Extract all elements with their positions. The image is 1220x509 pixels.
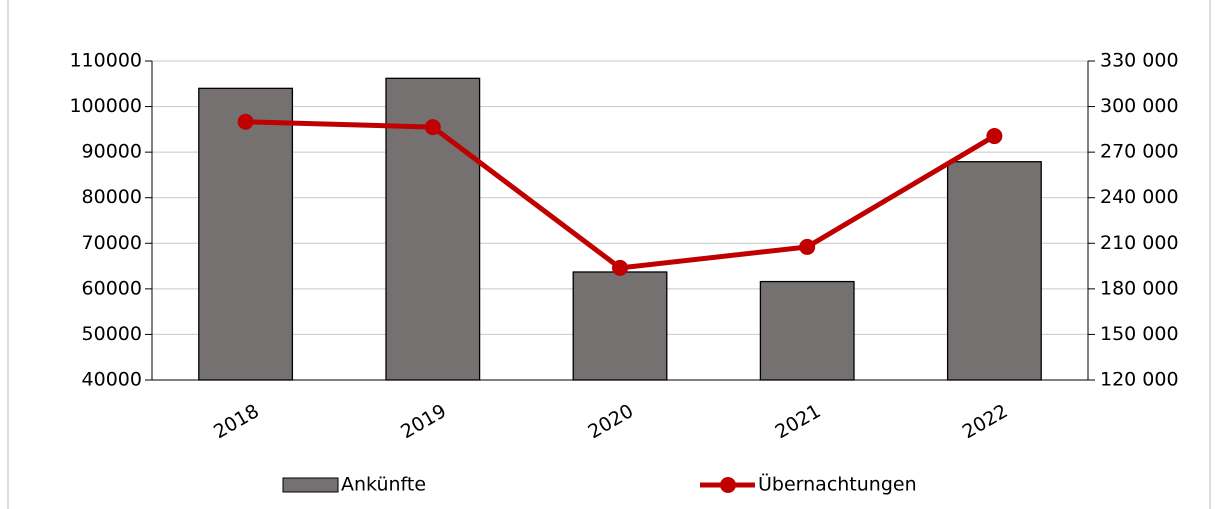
legend-label: Ankünfte [341,474,426,496]
y2-tick-label: 210 000 [1100,232,1179,254]
bar [759,280,855,381]
y2-tick-label: 300 000 [1100,95,1179,117]
line-marker [237,113,254,130]
legend-swatch [282,477,339,493]
y-tick-label: 100000 [69,95,142,117]
y2-tick-label: 120 000 [1100,369,1179,391]
legend-marker [720,477,736,493]
line-marker [424,119,441,136]
bar [946,161,1042,381]
y-tick-label: 50000 [82,323,142,345]
y2-tick-label: 180 000 [1100,277,1179,299]
legend-label: Übernachtungen [758,473,917,496]
y-tick-label: 80000 [82,186,142,208]
y-tick-label: 40000 [82,369,142,391]
y-tick-label: 70000 [82,232,142,254]
y2-tick-label: 330 000 [1100,50,1179,72]
line-marker [612,259,628,276]
line-marker [799,238,816,255]
y-tick-label: 60000 [82,277,142,299]
y2-tick-label: 270 000 [1100,141,1179,163]
y2-tick-label: 150 000 [1100,323,1179,345]
bar [198,87,294,381]
y-tick-label: 110000 [69,50,142,72]
line-marker [986,128,1003,145]
y-tick-label: 90000 [82,141,142,163]
y2-tick-label: 240 000 [1100,186,1179,208]
bar [572,271,668,381]
